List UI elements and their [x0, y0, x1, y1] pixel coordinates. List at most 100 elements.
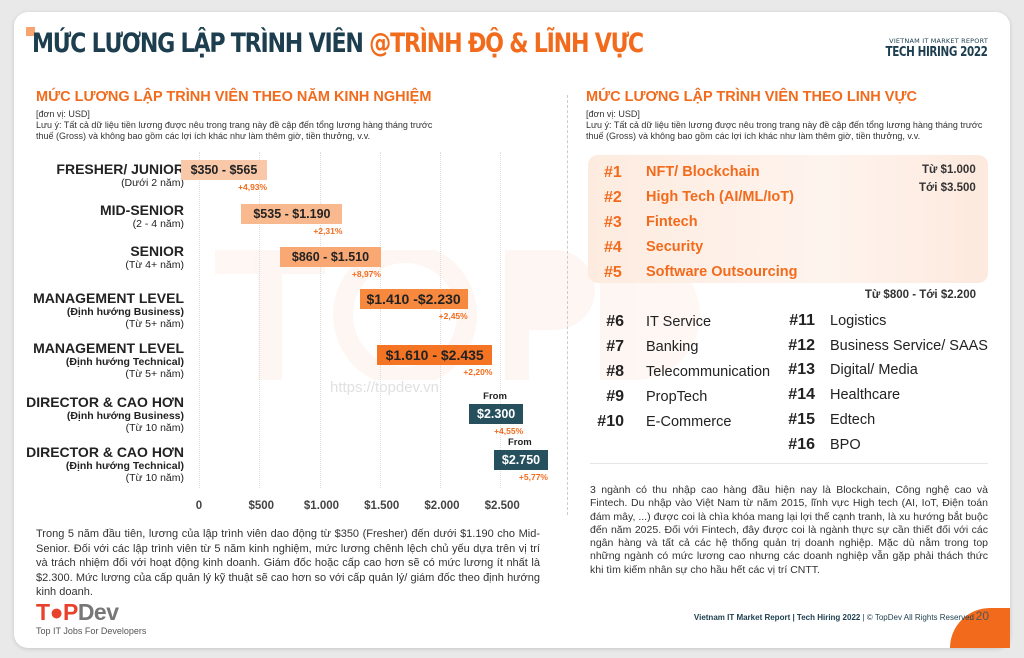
rank: #3 — [604, 214, 622, 231]
field-name: BPO — [830, 436, 861, 453]
right-unit: [đơn vị: USD] — [586, 109, 640, 119]
rank: #9 — [606, 388, 624, 405]
rank: #5 — [604, 264, 622, 281]
row-experience: (Từ 5+ năm) — [125, 318, 184, 330]
rest-range: Từ $800 - Tới $2.200 — [864, 289, 976, 301]
change-label: +4,93% — [238, 182, 268, 192]
page-number: 20 — [975, 609, 989, 623]
x-tick-label: $1.000 — [303, 500, 340, 512]
row-experience: (Dưới 2 năm) — [121, 177, 184, 189]
top-range-from: Từ $1.000 — [922, 164, 976, 176]
row-label: MID-SENIOR (2 - 4 năm) — [100, 202, 184, 231]
rank: #10 — [597, 413, 624, 430]
row-label: DIRECTOR & CAO HƠN (Định hướng Technical)… — [26, 444, 184, 485]
salary-bar: $1.410 -$2.230 — [359, 289, 468, 309]
row-orientation: (Định hướng Business) — [66, 410, 184, 422]
column-divider — [567, 95, 568, 515]
field-name: Business Service/ SAAS — [830, 337, 988, 354]
row-title: DIRECTOR & CAO HƠN — [26, 444, 184, 460]
gridline — [379, 152, 381, 488]
top-range-to: Tới $3.500 — [919, 182, 976, 194]
row-experience: (Từ 5+ năm) — [125, 368, 184, 380]
row-title: FRESHER/ JUNIOR — [56, 161, 184, 177]
report-page — [14, 12, 1010, 648]
from-label: From — [508, 437, 532, 448]
x-tick-label: 0 — [195, 500, 203, 512]
title-accent: @TRÌNH ĐỘ & LĨNH VỰC — [369, 28, 644, 59]
top-fields-box — [588, 155, 988, 283]
rank: #1 — [604, 164, 622, 181]
field-name: E-Commerce — [646, 414, 732, 430]
title-part: MỨC LƯƠNG LẬP TRÌNH VIÊN — [32, 28, 370, 59]
page-title: MỨC LƯƠNG LẬP TRÌNH VIÊN @TRÌNH ĐỘ & LĨN… — [32, 28, 644, 59]
change-label: +2,20% — [463, 367, 493, 377]
row-orientation: (Định hướng Technical) — [65, 356, 184, 368]
right-note: Lưu ý: Tất cả dữ liệu tiền lương được nê… — [586, 120, 983, 141]
x-tick-label: $1.500 — [364, 500, 400, 512]
field-name: Security — [646, 239, 704, 255]
gridline — [199, 152, 200, 488]
row-experience: (Từ 10 năm) — [125, 422, 184, 434]
rank: #16 — [788, 435, 815, 453]
right-paragraph: 3 ngành có thu nhập cao hàng đầu hiện na… — [590, 484, 988, 576]
gridline — [259, 152, 261, 488]
change-label: +4,55% — [494, 426, 524, 436]
field-name: High Tech (AI/ML/IoT) — [646, 189, 794, 205]
row-orientation: (Định hướng Technical) — [65, 460, 184, 472]
row-title: SENIOR — [130, 243, 184, 259]
field-name: Logistics — [830, 313, 887, 329]
salary-bar: $2.300 — [469, 404, 524, 424]
left-unit: [đơn vị: USD] — [36, 109, 90, 119]
change-label: +8,97% — [351, 269, 381, 279]
rank: #7 — [606, 338, 624, 355]
list-divider — [590, 463, 988, 464]
field-name: Fintech — [646, 214, 698, 230]
title-accent-square — [26, 27, 35, 36]
row-experience: (2 - 4 năm) — [132, 218, 184, 230]
change-label: +5,77% — [518, 472, 548, 482]
x-tick-label: $2.000 — [424, 500, 460, 512]
topdev-logo: T●PDev — [36, 599, 119, 625]
row-label: DIRECTOR & CAO HƠN (Định hướng Business)(… — [26, 394, 184, 435]
row-experience: (Từ 10 năm) — [125, 472, 184, 484]
footer-rights: | © TopDev All Rights Reserved — [860, 613, 974, 622]
change-label: +2,31% — [313, 226, 343, 236]
row-title: DIRECTOR & CAO HƠN — [26, 394, 184, 410]
salary-bar: $860 - $1.510 — [280, 247, 381, 267]
rank: #15 — [788, 410, 815, 428]
row-experience: (Từ 4+ năm) — [125, 259, 184, 271]
field-name: PropTech — [646, 389, 708, 405]
field-name: Software Outsourcing — [646, 264, 798, 280]
field-name: Telecommunication — [646, 364, 771, 380]
watermark-logo — [215, 250, 700, 380]
rank: #14 — [788, 386, 815, 404]
row-title: MANAGEMENT LEVEL — [33, 340, 184, 356]
field-name: Banking — [646, 339, 699, 355]
left-heading: MỨC LƯƠNG LẬP TRÌNH VIÊN THEO NĂM KINH N… — [36, 89, 432, 105]
rank: #8 — [606, 363, 624, 380]
rank: #2 — [604, 189, 622, 206]
rank: #12 — [788, 336, 815, 354]
row-label: FRESHER/ JUNIOR (Dưới 2 năm) — [56, 161, 184, 190]
gridline — [440, 152, 441, 488]
row-title: MANAGEMENT LEVEL — [33, 290, 184, 306]
change-label: +2,45% — [438, 311, 468, 321]
from-label: From — [483, 391, 507, 402]
x-tick-label: $2.500 — [484, 500, 520, 512]
field-name: IT Service — [646, 314, 712, 330]
rank: #13 — [788, 361, 815, 379]
rank: #4 — [604, 239, 622, 256]
row-orientation: (Định hướng Business) — [66, 306, 184, 318]
row-title: MID-SENIOR — [100, 202, 184, 218]
field-name: Digital/ Media — [830, 362, 918, 379]
logo-tagline: Top IT Jobs For Developers — [36, 626, 147, 636]
row-label: SENIOR (Từ 4+ năm) — [125, 243, 184, 272]
gridline — [500, 152, 502, 488]
rank: #11 — [789, 312, 815, 329]
salary-bar: $2.750 — [494, 450, 548, 470]
footer-title: Vietnam IT Market Report | Tech Hiring 2… — [693, 613, 861, 622]
salary-bar: $1.610 - $2.435 — [376, 345, 493, 365]
right-heading: MỨC LƯƠNG LẬP TRÌNH VIÊN THEO LINH VỰC — [586, 89, 917, 105]
salary-bar: $350 - $565 — [180, 160, 268, 180]
salary-bar: $535 - $1.190 — [241, 204, 343, 224]
